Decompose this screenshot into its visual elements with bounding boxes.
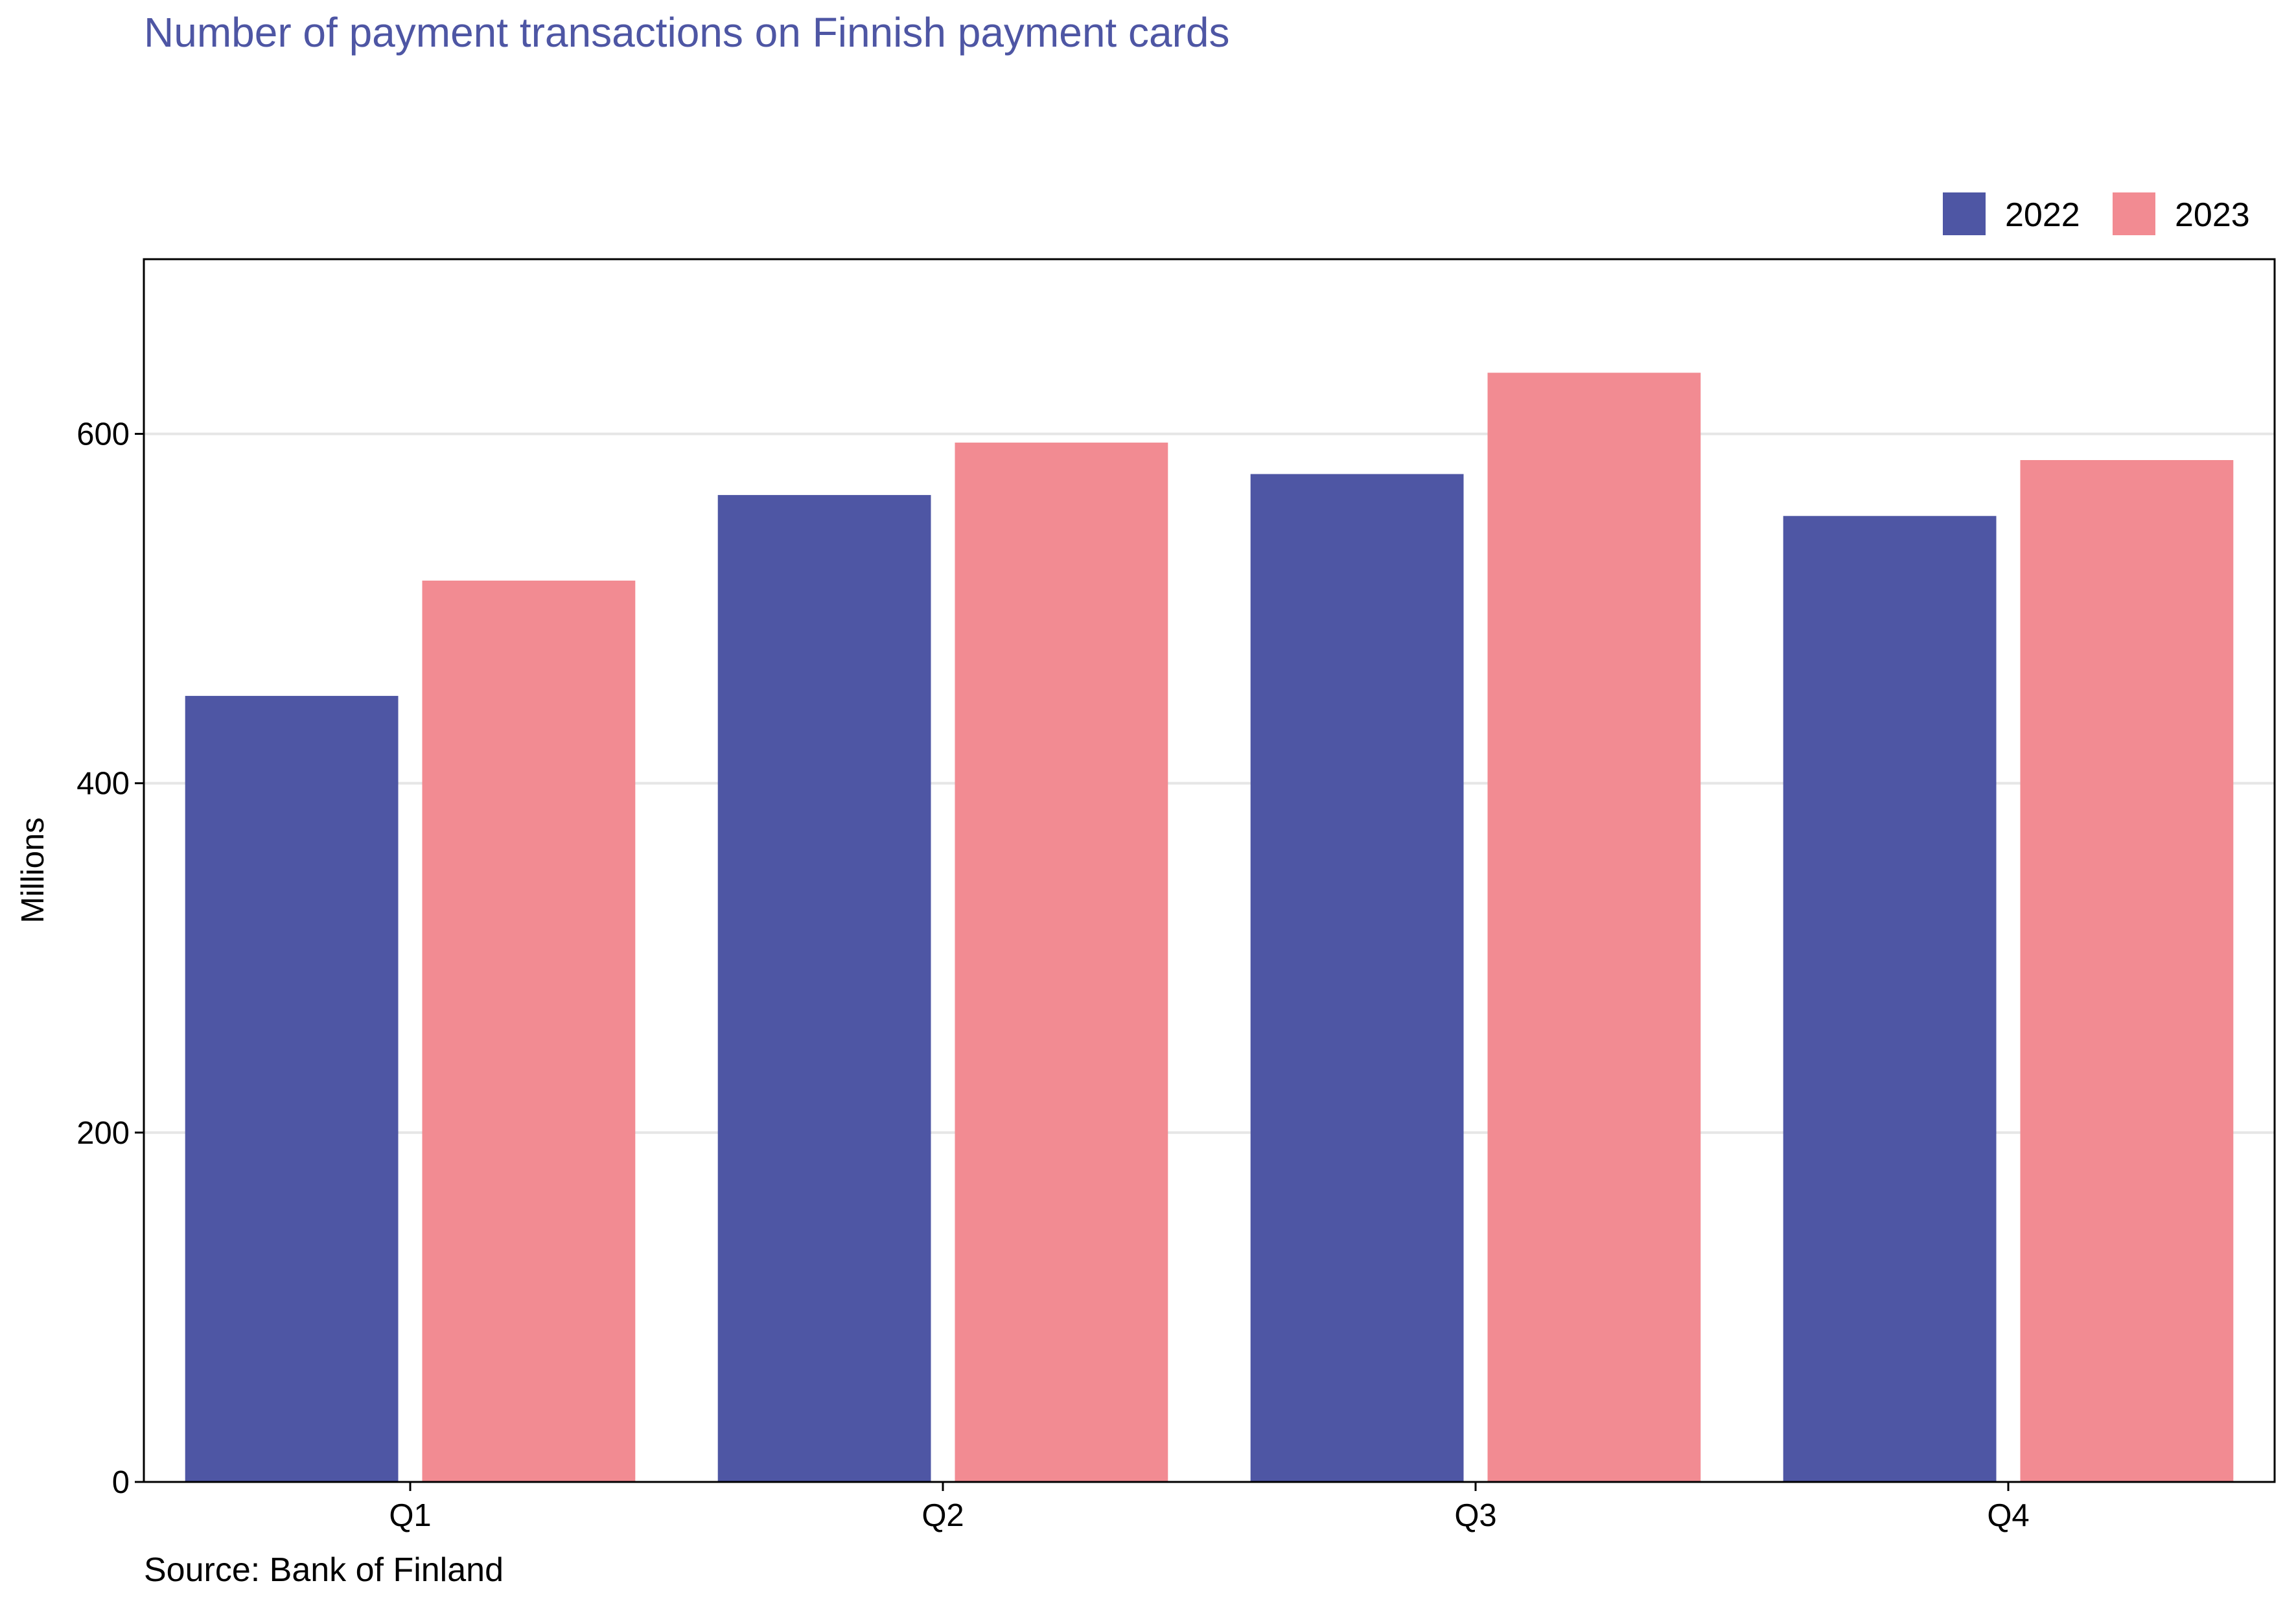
plot-frame xyxy=(143,258,2276,1483)
y-tick-label: 400 xyxy=(76,767,130,802)
bar-2023-Q4 xyxy=(2020,460,2234,1483)
bar-2022-Q1 xyxy=(185,695,399,1482)
y-axis-label: Millions xyxy=(16,817,51,923)
bar-2023-Q3 xyxy=(1487,373,1701,1482)
bar-2023-Q2 xyxy=(955,443,1168,1482)
y-axis: 0 200 400 600 xyxy=(76,417,144,1500)
bars xyxy=(185,373,2234,1483)
legend-label-2023: 2023 xyxy=(2175,196,2250,234)
y-tick-label: 600 xyxy=(76,417,130,452)
legend-key-2022 xyxy=(1943,192,1986,235)
x-axis: Q1 Q2 Q3 Q4 xyxy=(389,1482,2030,1533)
legend-key-2023 xyxy=(2113,192,2155,235)
y-tick-label: 200 xyxy=(76,1116,130,1151)
chart-title: Number of payment transactions on Finnis… xyxy=(144,9,1229,56)
legend: 2022 2023 xyxy=(1943,192,2250,235)
bar-2022-Q2 xyxy=(717,494,931,1483)
legend-label-2022: 2022 xyxy=(2005,196,2080,234)
x-tick-label: Q1 xyxy=(389,1498,431,1533)
x-tick-label: Q3 xyxy=(1454,1498,1496,1533)
bar-2022-Q3 xyxy=(1250,474,1464,1482)
x-tick-label: Q2 xyxy=(922,1498,964,1533)
source-caption: Source: Bank of Finland xyxy=(144,1551,504,1589)
bar-2023-Q1 xyxy=(422,581,636,1482)
y-tick-label: 0 xyxy=(112,1465,130,1500)
x-tick-label: Q4 xyxy=(1987,1498,2029,1533)
bar-2022-Q4 xyxy=(1783,516,1997,1482)
